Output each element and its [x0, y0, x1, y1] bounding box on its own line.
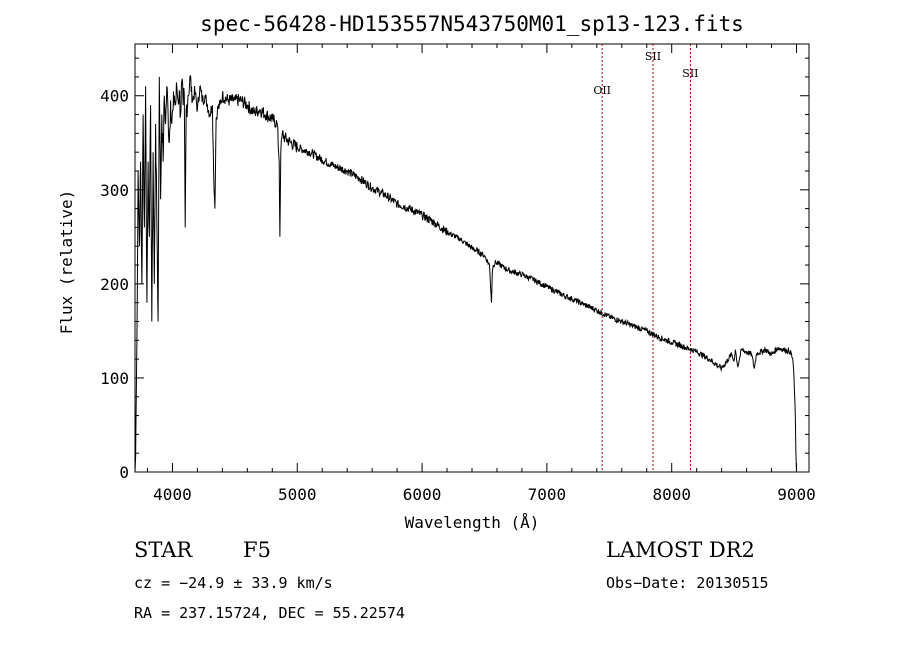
emission-line-markers: OII SII SII	[593, 44, 699, 472]
object-class: STAR	[134, 538, 193, 562]
x-axis-label: Wavelength (Å)	[405, 513, 540, 532]
y-tick-label: 100	[100, 369, 129, 388]
spectrum-line	[134, 75, 797, 473]
survey-name: LAMOST DR2	[606, 538, 755, 562]
y-axis-label: Flux (relative)	[57, 190, 76, 335]
y-axis-ticks: 0 100 200 300 400	[100, 57, 809, 482]
emission-line-label: SII	[645, 50, 661, 63]
x-tick-label: 7000	[528, 485, 567, 504]
x-axis-ticks: 4000 5000 6000 7000 8000 9000	[146, 44, 816, 504]
y-tick-label: 300	[100, 181, 129, 200]
emission-line-label: OII	[593, 84, 611, 97]
emission-line-label: SII	[682, 67, 698, 80]
x-tick-label: 9000	[777, 485, 816, 504]
y-tick-label: 0	[119, 463, 129, 482]
y-tick-label: 200	[100, 275, 129, 294]
subclass: F5	[243, 538, 271, 562]
coordinates-readout: RA = 237.15724, DEC = 55.22574	[134, 604, 405, 622]
x-tick-label: 8000	[652, 485, 691, 504]
redshift-readout: cz = −24.9 ± 33.9 km/s	[134, 574, 333, 592]
x-tick-label: 6000	[403, 485, 442, 504]
plot-frame	[134, 43, 810, 473]
spectrum-chart: spec-56428-HD153557N543750M01_sp13-123.f…	[57, 12, 816, 532]
x-tick-label: 5000	[278, 485, 317, 504]
x-tick-label: 4000	[153, 485, 192, 504]
obs-date: Obs−Date: 20130515	[606, 574, 769, 592]
y-tick-label: 400	[100, 87, 129, 106]
chart-title: spec-56428-HD153557N543750M01_sp13-123.f…	[200, 12, 744, 36]
